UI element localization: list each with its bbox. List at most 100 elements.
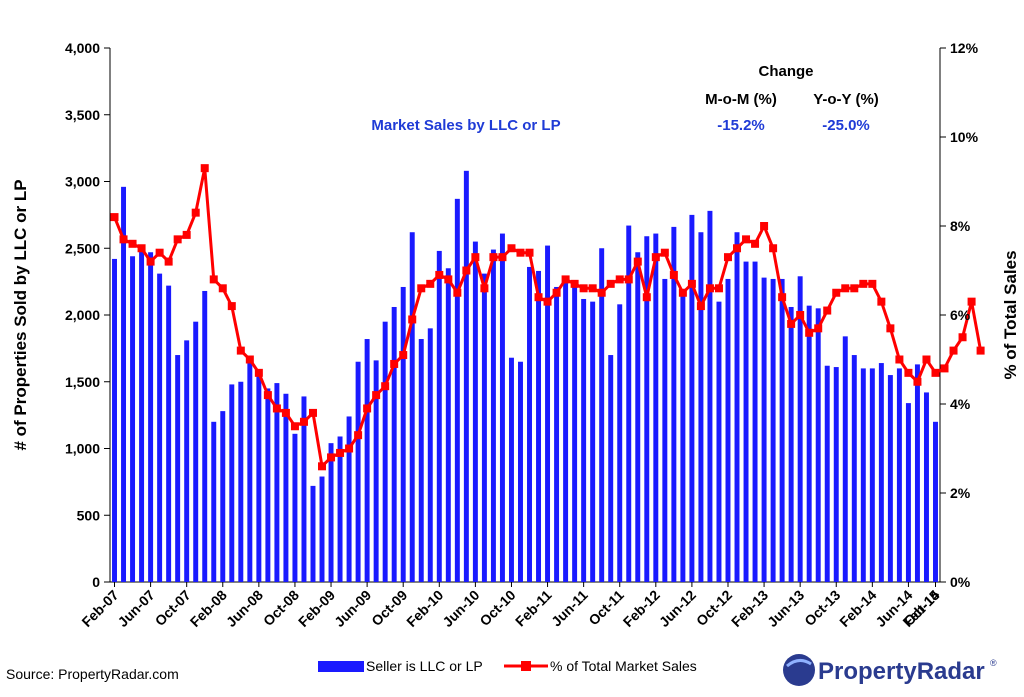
pct-point-29	[372, 391, 381, 400]
pct-point-64	[687, 279, 696, 288]
bar-83	[860, 368, 866, 582]
pct-point-32	[399, 351, 408, 360]
bar-30	[382, 321, 388, 582]
bar-series	[112, 170, 938, 583]
pct-point-78	[814, 324, 823, 333]
pct-point-70	[742, 235, 751, 244]
pct-point-62	[669, 270, 678, 279]
pct-point-2	[128, 239, 137, 248]
pct-point-28	[363, 404, 372, 413]
pct-point-61	[660, 248, 669, 257]
bar-20	[292, 433, 298, 582]
pct-point-82	[850, 284, 859, 293]
pct-point-59	[642, 293, 651, 302]
x-tick-label-0: Feb-07	[78, 587, 121, 630]
bar-36	[436, 250, 442, 583]
bar-40	[472, 241, 478, 582]
pct-point-53	[588, 284, 597, 293]
bar-35	[427, 328, 433, 582]
bar-15	[247, 363, 253, 582]
pct-point-23	[318, 462, 327, 471]
pct-point-54	[597, 288, 606, 297]
y2-tick-label-2: 4%	[950, 396, 971, 412]
x-tick-label-11: Oct-10	[476, 587, 518, 629]
bar-77	[806, 305, 812, 582]
pct-point-55	[606, 279, 615, 288]
bar-44	[508, 357, 514, 582]
x-tick-label-8: Oct-09	[368, 587, 410, 629]
x-tick-label-2: Oct-07	[152, 587, 194, 629]
radar-globe-icon	[783, 654, 815, 686]
pct-point-13	[227, 302, 236, 311]
pct-point-68	[723, 253, 732, 262]
y2-tick-label-3: 6%	[950, 307, 971, 323]
right-axis-ticks: 0% 2% 4% 6% 8% 10% 12%	[940, 40, 979, 590]
x-tick-label-21: Feb-14	[836, 587, 879, 630]
yoy-value: -25.0%	[822, 117, 870, 134]
pct-point-67	[714, 284, 723, 293]
bar-51	[572, 286, 578, 582]
bar-68	[725, 278, 731, 582]
pct-point-92	[940, 364, 949, 373]
pct-point-17	[263, 391, 272, 400]
pct-point-88	[904, 368, 913, 377]
logo-text: PropertyRadar	[818, 658, 985, 685]
x-tick-label-13: Jun-11	[548, 587, 591, 630]
legend-line-marker	[521, 661, 531, 671]
bar-9	[193, 321, 199, 582]
mom-value: -15.2%	[717, 117, 765, 134]
bar-37	[445, 268, 451, 582]
pct-point-95	[967, 297, 976, 306]
bar-8	[184, 340, 190, 582]
bar-58	[635, 252, 641, 582]
pct-point-41	[480, 284, 489, 293]
legend-bar-swatch	[318, 661, 364, 672]
pct-point-86	[886, 324, 895, 333]
bar-61	[662, 278, 668, 582]
pct-point-30	[381, 382, 390, 391]
pct-point-8	[182, 230, 191, 239]
pct-point-9	[191, 208, 200, 217]
bar-24	[328, 443, 334, 582]
bar-66	[707, 210, 713, 582]
x-tick-label-15: Feb-12	[620, 587, 663, 630]
pct-point-56	[615, 275, 624, 284]
pct-point-6	[164, 257, 173, 266]
bar-49	[554, 286, 560, 582]
bar-45	[518, 361, 523, 582]
logo-registered-mark: ®	[990, 658, 997, 668]
source-note: Source: PropertyRadar.com	[6, 666, 179, 682]
bar-21	[301, 396, 307, 582]
bar-65	[698, 232, 704, 583]
bar-28	[364, 339, 370, 582]
bar-63	[680, 293, 686, 582]
pct-point-18	[272, 404, 281, 413]
x-tick-label-5: Oct-08	[260, 587, 302, 629]
pct-point-44	[507, 244, 516, 253]
bar-10	[202, 290, 208, 582]
x-tick-label-16: Jun-12	[656, 587, 699, 630]
pct-point-65	[696, 302, 705, 311]
bar-57	[626, 225, 632, 582]
y-tick-label-1: 500	[77, 507, 101, 523]
x-tick-label-20: Oct-13	[801, 587, 843, 629]
pct-point-89	[913, 377, 922, 386]
x-tick-label-18: Feb-13	[728, 587, 771, 630]
pct-point-4	[146, 257, 155, 266]
pct-point-35	[426, 279, 435, 288]
y-axis-title: # of Properties Sold by LLC or LP	[11, 179, 30, 450]
bar-60	[653, 233, 659, 582]
y-tick-label-3: 1,500	[65, 374, 100, 390]
bar-55	[608, 355, 614, 582]
y2-tick-label-5: 10%	[950, 129, 979, 145]
pct-point-57	[624, 275, 633, 284]
bar-81	[842, 336, 848, 582]
pct-point-72	[760, 222, 769, 230]
bar-78	[815, 308, 821, 582]
bar-4	[148, 252, 154, 582]
bar-90	[923, 392, 929, 582]
x-tick-label-12: Feb-11	[512, 587, 555, 630]
pct-point-84	[868, 279, 877, 288]
y-tick-label-2: 1,000	[65, 441, 100, 457]
pct-point-80	[832, 288, 841, 297]
